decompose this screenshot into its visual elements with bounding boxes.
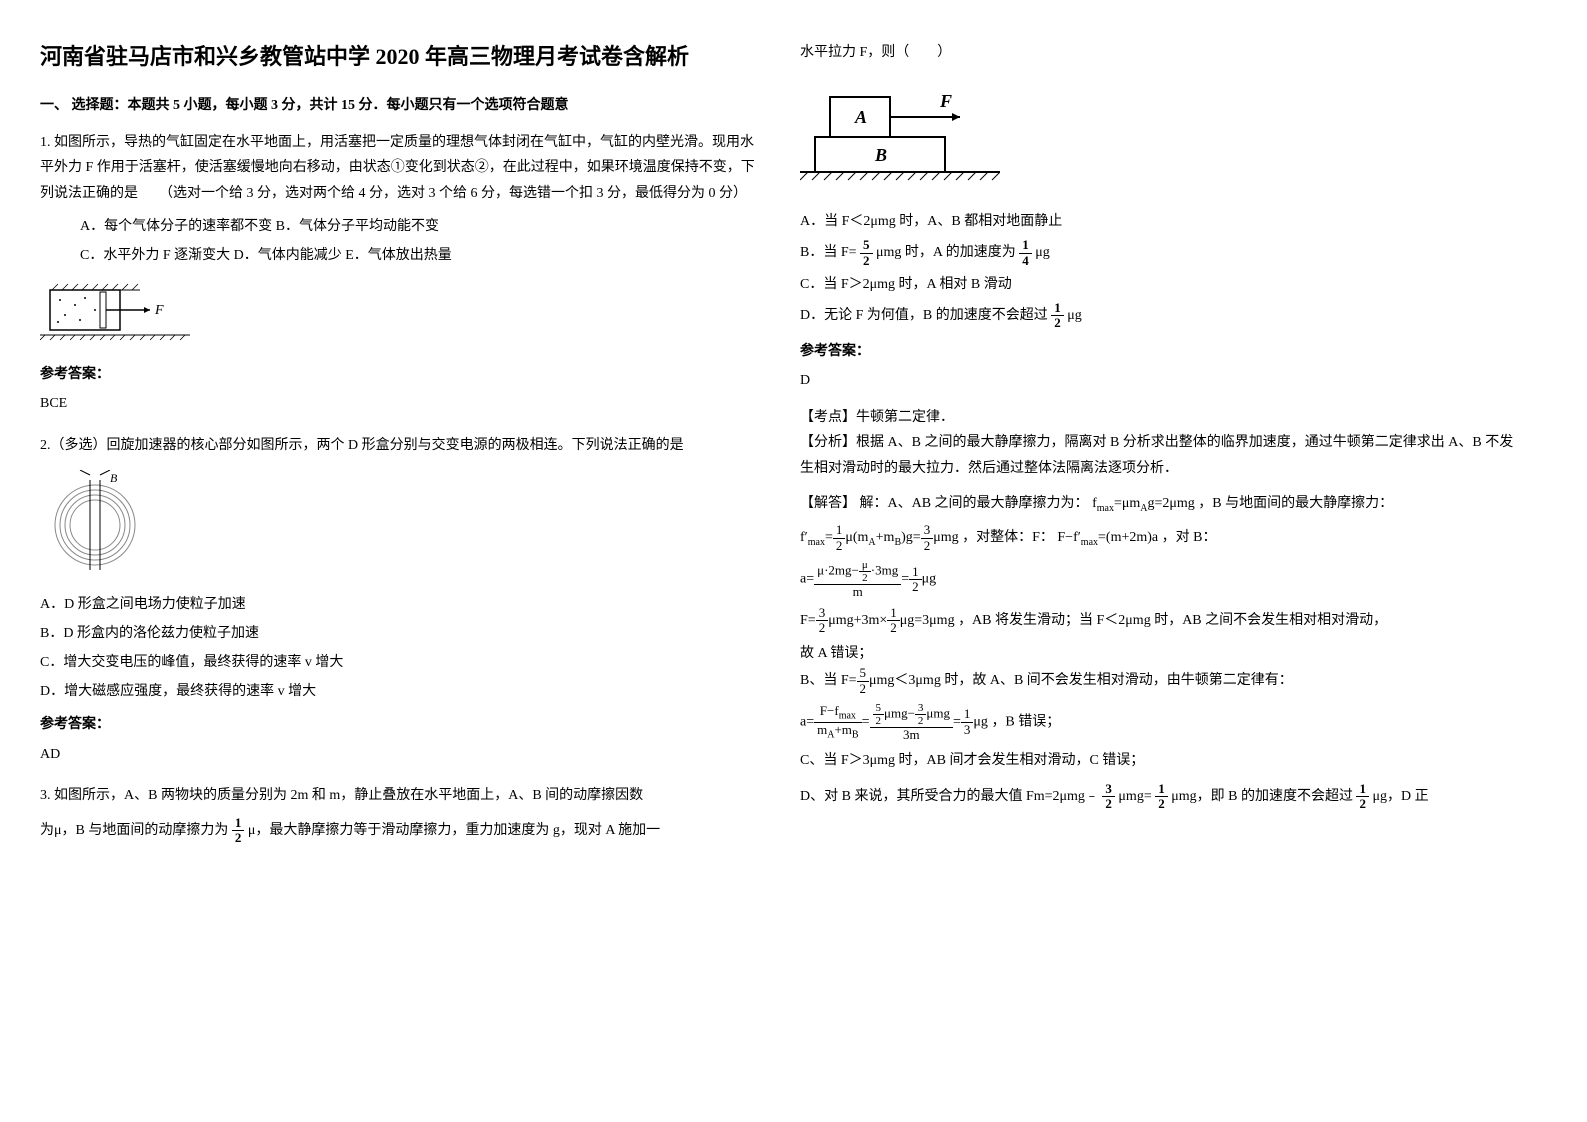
jieda-B-pre: B、当 — [800, 673, 837, 688]
frac-half-icon: 12 — [232, 816, 245, 846]
svg-text:F: F — [939, 91, 952, 111]
jieda-D: D、对 B 来说，其所受合力的最大值 Fm=2μmg﹣ 32 μmg= 12 μ… — [800, 782, 1520, 812]
jieda-label: 【解答】 — [800, 496, 856, 511]
section1-header: 一、 选择题：本题共 5 小题，每小题 3 分，共计 15 分．每小题只有一个选… — [40, 93, 760, 118]
q1-optB: B．气体分子平均动能不变 — [276, 219, 439, 234]
q1-options: A．每个气体分子的速率都不变 B．气体分子平均动能不变 C．水平外力 F 逐渐变… — [80, 214, 760, 268]
jieda-B-calc: a=F−fmaxmA+mB=52μmg−32μmg3m=13μg ，B 错误； — [800, 702, 1520, 742]
question-1: 1. 如图所示，导热的气缸固定在水平地面上，用活塞把一定质量的理想气体封闭在气缸… — [40, 130, 760, 416]
q2-answer-label: 参考答案： — [40, 712, 760, 737]
q2-optA: A．D 形盒之间电场力使粒子加速 — [40, 592, 760, 617]
jieda-D-mid2: μmg，即 B 的加速度不会超过 — [1171, 789, 1353, 804]
q1-optE: E．气体放出热量 — [345, 248, 452, 263]
q3-p2-pre: 为μ，B 与地面间的动摩擦力为 — [40, 823, 228, 838]
jieda-l2-mid: ，对整体：F： — [962, 531, 1054, 546]
svg-text:A: A — [854, 107, 867, 127]
jieda-line4: F=32μmg+3m×12μg=3μmg ，AB 将发生滑动；当 F＜2μmg … — [800, 606, 1520, 636]
frac-half-icon-3: 12 — [1155, 782, 1168, 812]
frac-half-icon-4: 12 — [1356, 782, 1369, 812]
svg-text:F: F — [154, 303, 164, 318]
q1-optA: A．每个气体分子的速率都不变 — [80, 219, 272, 234]
q3-optD-post: μg — [1067, 308, 1082, 323]
q3-optA: A．当 F＜2μmg 时，A、B 都相对地面静止 — [800, 209, 1520, 234]
svg-text:B: B — [110, 471, 118, 485]
q3-text-p2: 为μ，B 与地面间的动摩擦力为 12 μ，最大静摩擦力等于滑动摩擦力，重力加速度… — [40, 816, 760, 846]
formula-B-range: F=52μmg＜3μmg — [841, 673, 941, 688]
jieda-C: C、当 F＞3μmg 时，AB 间才会发生相对滑动，C 错误； — [800, 748, 1520, 773]
q3-optB-mid: μmg 时，A 的加速度为 — [876, 245, 1016, 260]
frac-half-icon-2: 12 — [1051, 301, 1064, 331]
left-column: 河南省驻马店市和兴乡教管站中学 2020 年高三物理月考试卷含解析 一、 选择题… — [40, 40, 760, 862]
q2-optD: D．增大磁感应强度，最终获得的速率 v 增大 — [40, 679, 760, 704]
jieda-B-post: 时，故 A、B 间不会发生相对滑动，由牛顿第二定律有： — [944, 673, 1292, 688]
right-column: 水平拉力 F，则（ ） A B F A．当 F＜2μmg — [800, 40, 1520, 862]
jieda-B-wrong: ，B 错误； — [991, 714, 1060, 729]
q1-answer-label: 参考答案： — [40, 362, 760, 387]
q2-text: 2.（多选）回旋加速器的核心部分如图所示，两个 D 形盒分别与交变电源的两极相连… — [40, 433, 760, 458]
q3-answer-label: 参考答案： — [800, 339, 1520, 364]
q3-optB-post: μg — [1035, 245, 1050, 260]
q3-figure: A B F — [800, 77, 1520, 197]
q1-text: 1. 如图所示，导热的气缸固定在水平地面上，用活塞把一定质量的理想气体封闭在气缸… — [40, 130, 760, 206]
svg-text:B: B — [874, 145, 887, 165]
q2-optB: B．D 形盒内的洛伦兹力使粒子加速 — [40, 621, 760, 646]
q3-col2-top: 水平拉力 F，则（ ） — [800, 40, 1520, 65]
q1-opt-cde: C．水平外力 F 逐渐变大 D．气体内能减少 E．气体放出热量 — [80, 243, 760, 268]
jieda-D-post: μg，D 正 — [1372, 789, 1428, 804]
question-3-start: 3. 如图所示，A、B 两物块的质量分别为 2m 和 m，静止叠放在水平地面上，… — [40, 783, 760, 846]
jieda-A-pre: 解：A、AB 之间的最大静摩擦力为： — [860, 496, 1089, 511]
frac-3-2-icon: 32 — [1102, 782, 1115, 812]
frac-1-4-icon: 14 — [1019, 238, 1032, 268]
q3-fenxi: 【分析】根据 A、B 之间的最大静摩擦力，隔离对 B 分析求出整体的临界加速度，… — [800, 430, 1520, 480]
q1-optC: C．水平外力 F 逐渐变大 — [80, 248, 230, 263]
q3-optB-pre: B．当 F= — [800, 245, 857, 260]
q3-kaodian: 【考点】牛顿第二定律． — [800, 405, 1520, 430]
q1-optD: D．气体内能减少 — [234, 248, 342, 263]
formula-fmax: fmax=μmAg=2μmg — [1092, 496, 1195, 511]
q3-text-p1: 3. 如图所示，A、B 两物块的质量分别为 2m 和 m，静止叠放在水平地面上，… — [40, 783, 760, 808]
kaodian-label: 【考点】 — [800, 410, 856, 425]
q3-jieda: 【解答】 解：A、AB 之间的最大静摩擦力为： fmax=μmAg=2μmg ，… — [800, 491, 1520, 812]
q1-answer: BCE — [40, 391, 760, 416]
q3-optD: D．无论 F 为何值，B 的加速度不会超过 12 μg — [800, 301, 1520, 331]
jieda-line1: 【解答】 解：A、AB 之间的最大静摩擦力为： fmax=μmAg=2μmg ，… — [800, 491, 1520, 518]
q3-answer: D — [800, 368, 1520, 393]
jieda-line3: a=μ·2mg−μ2·3mgm=12μg — [800, 559, 1520, 599]
jieda-l2-end: ，对 B： — [1162, 531, 1217, 546]
q3-optC: C．当 F＞2μmg 时，A 相对 B 滑动 — [800, 272, 1520, 297]
kaodian-text: 牛顿第二定律． — [856, 410, 954, 425]
jieda-D-mid1: μmg= — [1118, 789, 1151, 804]
jieda-A-post: ，B 与地面间的最大静摩擦力： — [1198, 496, 1393, 511]
q3-optD-pre: D．无论 F 为何值，B 的加速度不会超过 — [800, 308, 1048, 323]
q1-figure: F — [40, 280, 760, 350]
jieda-line2: f′max=12μ(mA+mB)g=32μmg ，对整体：F： F−f′max=… — [800, 523, 1520, 553]
jieda-l4-post: ，AB 将发生滑动；当 F＜2μmg 时，AB 之间不会发生相对相对滑动， — [958, 613, 1387, 628]
doc-title: 河南省驻马店市和兴乡教管站中学 2020 年高三物理月考试卷含解析 — [40, 40, 760, 73]
q3-p2-post: μ，最大静摩擦力等于滑动摩擦力，重力加速度为 g，现对 A 施加一 — [248, 823, 660, 838]
question-2: 2.（多选）回旋加速器的核心部分如图所示，两个 D 形盒分别与交变电源的两极相连… — [40, 433, 760, 767]
q2-answer: AD — [40, 742, 760, 767]
q2-figure: B — [40, 470, 760, 580]
q3-optB: B．当 F= 52 μmg 时，A 的加速度为 14 μg — [800, 238, 1520, 268]
jieda-A-wrong: 故 A 错误； — [800, 641, 1520, 666]
fenxi-label: 【分析】 — [800, 435, 856, 450]
jieda-D-pre: D、对 B 来说，其所受合力的最大值 Fm=2μmg﹣ — [800, 789, 1099, 804]
fenxi-text: 根据 A、B 之间的最大静摩擦力，隔离对 B 分析求出整体的临界加速度，通过牛顿… — [800, 435, 1513, 475]
q1-opt-ab: A．每个气体分子的速率都不变 B．气体分子平均动能不变 — [80, 214, 760, 239]
frac-5-2-icon: 52 — [860, 238, 873, 268]
jieda-B-line: B、当 F=52μmg＜3μmg 时，故 A、B 间不会发生相对滑动，由牛顿第二… — [800, 666, 1520, 696]
q2-optC: C．增大交变电压的峰值，最终获得的速率 v 增大 — [40, 650, 760, 675]
